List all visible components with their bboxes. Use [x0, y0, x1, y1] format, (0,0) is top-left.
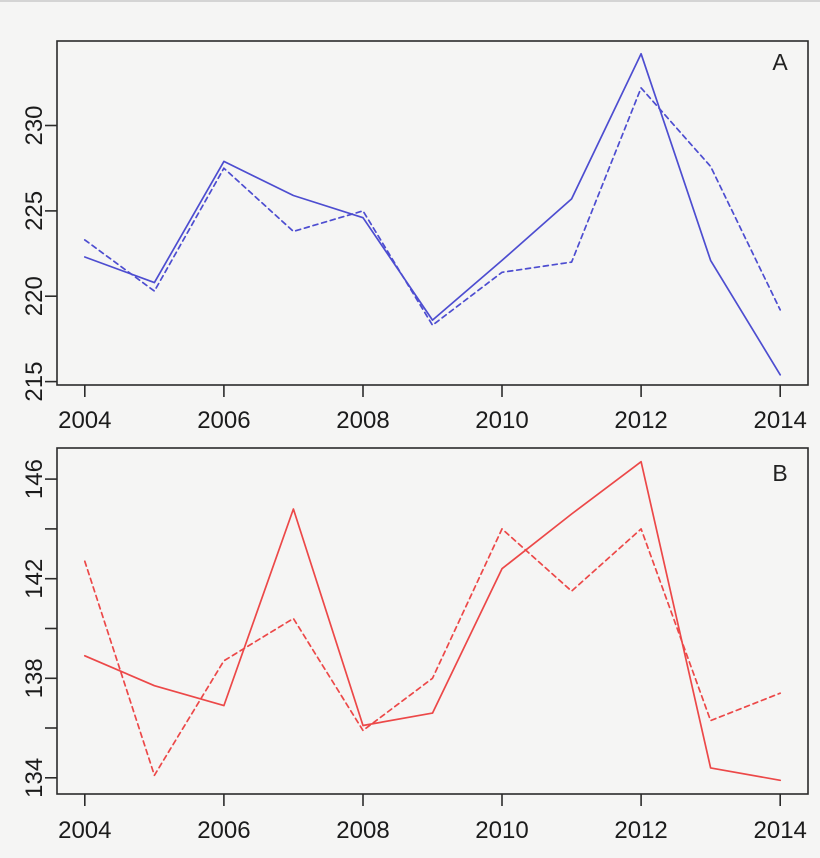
x-tick-label: 2004 — [58, 407, 111, 434]
y-tick-label: 225 — [21, 191, 48, 231]
x-tick-label: 2008 — [336, 407, 389, 434]
y-tick-label: 138 — [21, 658, 48, 698]
plot-box — [56, 447, 809, 795]
x-tick-label: 2006 — [197, 407, 250, 434]
series-line-dashed — [83, 87, 782, 327]
x-tick-label: 2008 — [336, 817, 389, 844]
series-line-dashed — [83, 528, 782, 777]
x-tick-label: 2006 — [197, 817, 250, 844]
top-edge-line — [0, 0, 820, 2]
panel-a-label: A — [772, 49, 788, 75]
y-tick-label: 230 — [21, 105, 48, 145]
x-tick-label: 2014 — [754, 817, 807, 844]
panel-a: 2004 2006 2008 2010 2012 2014 215 220 225 230 — [21, 40, 809, 434]
x-tick-label: 2012 — [614, 817, 667, 844]
y-tick-label: 134 — [21, 758, 48, 798]
y-tick-label: 220 — [21, 276, 48, 316]
x-tick-label: 2004 — [58, 817, 111, 844]
x-tick-label: 2010 — [475, 407, 528, 434]
x-tick-label: 2014 — [754, 407, 807, 434]
x-tick-label: 2012 — [614, 407, 667, 434]
series-line-solid — [83, 52, 782, 376]
plot-box — [56, 40, 809, 386]
panel-b: 2004 2006 2008 2010 2012 2014 134 138 142 146 — [21, 447, 809, 844]
y-tick-label: 142 — [21, 559, 48, 599]
panel-b-label: B — [772, 460, 787, 486]
x-tick-label: 2010 — [475, 817, 528, 844]
y-tick-label: 146 — [21, 459, 48, 499]
series-line-solid — [83, 460, 782, 782]
y-tick-label: 215 — [21, 362, 48, 402]
